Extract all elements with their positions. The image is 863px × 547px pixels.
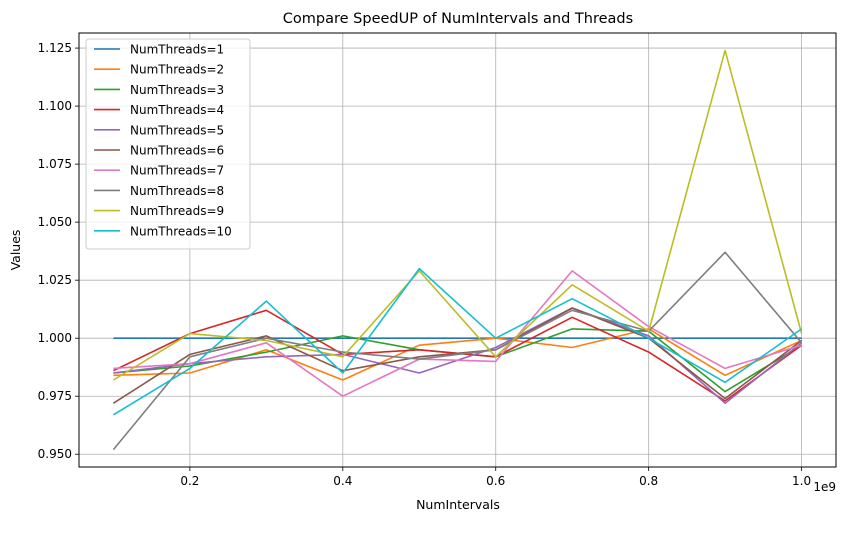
y-axis-label: Values	[8, 230, 23, 271]
plot-frame	[78, 32, 837, 468]
legend-label: NumThreads=6	[130, 144, 224, 158]
legend: NumThreads=1 NumThreads=2 NumThreads=3 NumT…	[85, 38, 251, 250]
x-tick-label: 0.4	[333, 474, 352, 488]
series-line-8	[112, 251, 803, 451]
series-line-6	[112, 307, 803, 404]
y-tick-label: 1.050	[38, 215, 72, 229]
series-line-2	[113, 328, 802, 381]
x-axis-ticks: 0.2 0.4 0.6 0.8 1.0	[180, 467, 811, 488]
y-tick-label: 1.100	[38, 99, 72, 113]
series-line-7	[113, 270, 802, 398]
legend-label: NumThreads=8	[130, 184, 224, 198]
series-line-9	[112, 49, 803, 381]
x-axis-label: NumIntervals	[416, 497, 500, 512]
x-tick-label: 0.8	[639, 474, 658, 488]
legend-label: NumThreads=1	[130, 43, 224, 57]
series-line-10	[112, 267, 803, 416]
legend-label: NumThreads=5	[130, 123, 224, 137]
y-tick-label: 1.000	[38, 331, 72, 345]
legend-label: NumThreads=7	[130, 164, 224, 178]
x-tick-label: 0.6	[486, 474, 505, 488]
legend-label: NumThreads=4	[130, 103, 224, 117]
x-tick-label: 0.2	[180, 474, 199, 488]
legend-label: NumThreads=2	[130, 63, 224, 77]
y-tick-label: 0.975	[38, 389, 72, 403]
y-tick-label: 1.075	[38, 157, 72, 171]
legend-label: NumThreads=9	[130, 204, 224, 218]
y-axis-ticks: 0.950 0.975 1.000 1.025 1.050 1.075 1.100 1.125	[38, 41, 79, 461]
legend-box	[85, 38, 251, 250]
x-axis-offset-text: 1e9	[813, 480, 836, 494]
y-tick-label: 1.025	[38, 273, 72, 287]
y-tick-label: 1.125	[38, 41, 72, 55]
x-tick-label: 1.0	[792, 474, 811, 488]
y-tick-label: 0.950	[38, 447, 72, 461]
series-lines	[112, 49, 803, 451]
legend-label: NumThreads=3	[130, 83, 224, 97]
legend-label: NumThreads=10	[130, 224, 232, 238]
chart-title: Compare SpeedUP of NumIntervals and Thre…	[283, 11, 633, 27]
